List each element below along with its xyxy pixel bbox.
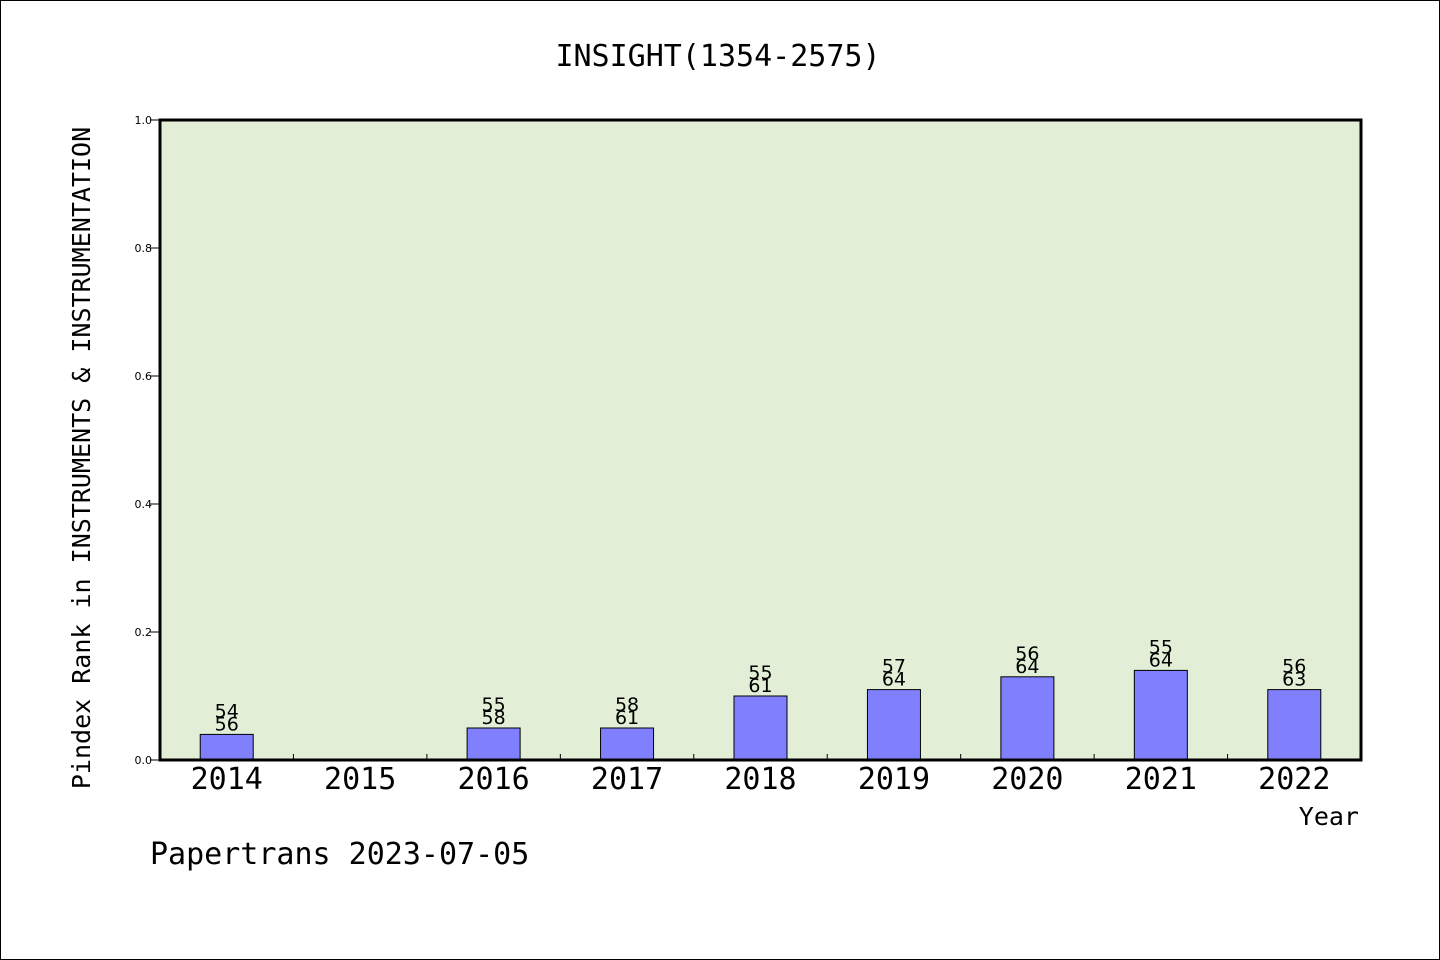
bar-label-top: 57 [882, 656, 906, 678]
x-axis-label: Year [1299, 802, 1359, 831]
bar-label-bottom: 61 [748, 675, 772, 697]
y-tick-label: 0.6 [135, 370, 153, 383]
bar-2022 [1267, 689, 1322, 761]
bar-label-top: 55 [748, 662, 772, 684]
plot-border [158, 118, 1363, 762]
bar-label-bottom: 64 [882, 669, 906, 691]
x-axis: 2014 2015 2016 2017 2018 2019 2020 2021 2022 [191, 754, 1330, 797]
bar-label-bottom: 64 [1015, 656, 1039, 678]
y-tick-label: 0.4 [135, 498, 153, 511]
x-tick-label: 2018 [724, 762, 796, 797]
y-axis-label: Pindex Rank in INSTRUMENTS & INSTRUMENTA… [67, 127, 96, 789]
bar-label-bottom: 58 [482, 707, 506, 729]
bar-2021 [1133, 669, 1188, 761]
y-axis: 0.0 0.2 0.4 0.6 0.8 1.0 [135, 114, 160, 767]
y-tick-label: 0.0 [135, 754, 153, 767]
x-tick-label: 2015 [324, 762, 396, 797]
bar-label-bottom: 56 [215, 713, 239, 735]
x-tick-label: 2014 [191, 762, 263, 797]
bar-label-top: 55 [1149, 636, 1173, 658]
x-tick-label: 2019 [858, 762, 930, 797]
y-tick-label: 0.8 [135, 242, 153, 255]
bar-2019 [866, 689, 921, 761]
bar-label-top: 56 [1015, 643, 1039, 665]
bar-label-top: 56 [1282, 656, 1306, 678]
x-tick-label: 2020 [991, 762, 1063, 797]
bar-label-bottom: 64 [1149, 649, 1173, 671]
footer-text: Papertrans 2023-07-05 [150, 837, 529, 872]
bars [199, 669, 1322, 761]
bar-2014 [199, 733, 254, 761]
bar-label-top: 54 [215, 700, 239, 722]
x-tick-label: 2022 [1258, 762, 1330, 797]
bar-2017 [600, 727, 655, 761]
x-tick-label: 2021 [1125, 762, 1197, 797]
bar-label-top: 55 [482, 694, 506, 716]
bar-2018 [733, 695, 788, 761]
x-tick-label: 2016 [457, 762, 529, 797]
y-tick-label: 0.2 [135, 626, 153, 639]
x-tick-label: 2017 [591, 762, 663, 797]
bar-label-bottom: 63 [1282, 669, 1306, 691]
plot-area [160, 120, 1361, 760]
y-tick-label: 1.0 [135, 114, 153, 127]
chart-title: INSIGHT(1354-2575) [555, 39, 880, 74]
bar-label-top: 58 [615, 694, 639, 716]
bar-2016 [466, 727, 521, 761]
bar-2020 [1000, 676, 1055, 761]
bar-label-bottom: 61 [615, 707, 639, 729]
